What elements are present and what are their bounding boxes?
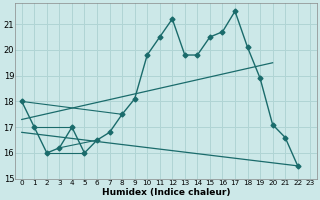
X-axis label: Humidex (Indice chaleur): Humidex (Indice chaleur) — [102, 188, 230, 197]
